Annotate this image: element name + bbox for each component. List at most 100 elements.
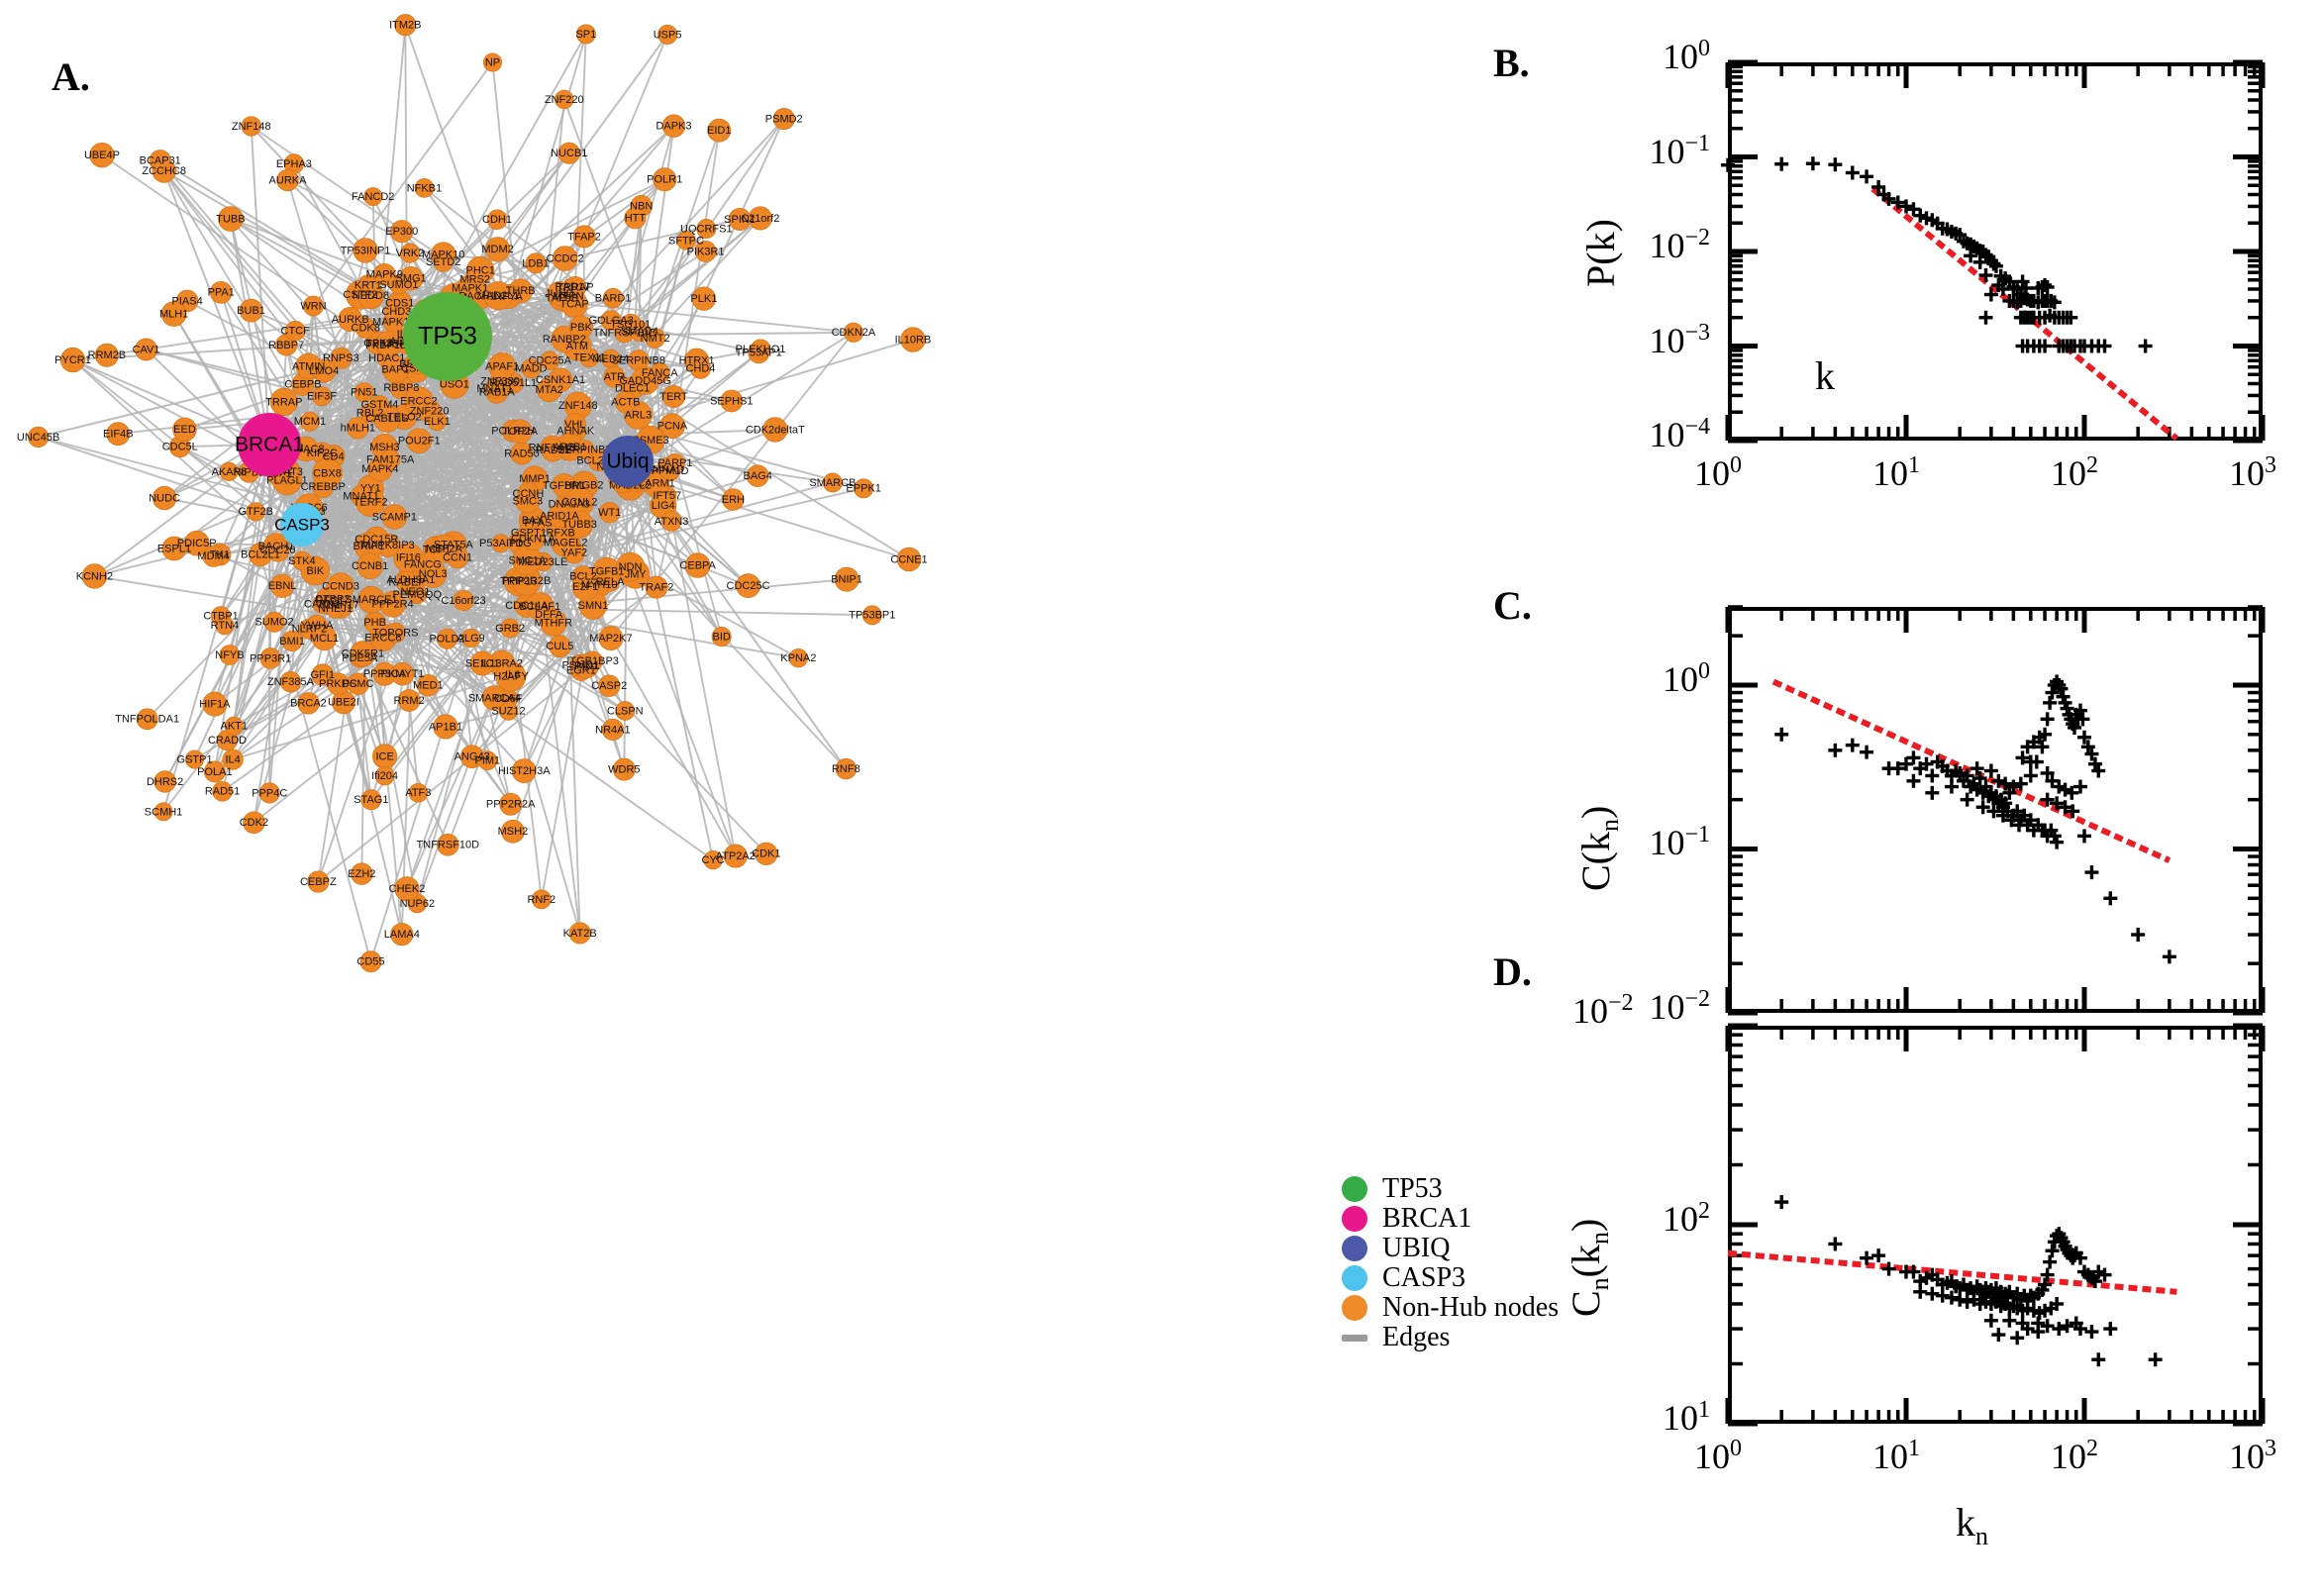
network-node[interactable] [720, 389, 744, 413]
network-node[interactable] [653, 167, 677, 192]
network-node[interactable] [515, 488, 541, 514]
network-node[interactable] [384, 622, 406, 644]
network-node[interactable] [258, 782, 280, 804]
network-node[interactable] [854, 478, 874, 499]
network-node[interactable] [397, 689, 421, 712]
network-node[interactable] [436, 628, 458, 649]
network-node[interactable] [495, 660, 527, 692]
network-node[interactable] [665, 452, 685, 473]
network-node[interactable] [563, 275, 587, 299]
network-node[interactable] [246, 502, 265, 522]
network-node[interactable] [482, 52, 503, 72]
network-node[interactable] [259, 648, 281, 669]
network-node[interactable] [466, 255, 495, 284]
network-node[interactable] [325, 598, 346, 619]
network-node[interactable] [660, 511, 682, 532]
network-node[interactable] [81, 563, 108, 589]
network-node[interactable] [541, 438, 565, 462]
network-node[interactable] [555, 89, 574, 110]
network-node[interactable] [390, 662, 415, 686]
network-node[interactable] [27, 426, 50, 448]
network-node[interactable] [312, 386, 332, 407]
network-node[interactable] [357, 585, 385, 614]
network-node[interactable] [338, 307, 363, 332]
network-node[interactable] [350, 485, 372, 507]
network-node[interactable] [59, 347, 86, 373]
network-node[interactable] [404, 386, 434, 416]
network-node[interactable] [433, 714, 458, 740]
network-node[interactable] [552, 246, 578, 271]
network-node[interactable] [676, 231, 696, 250]
network-node[interactable] [222, 748, 244, 770]
network-node[interactable] [615, 551, 646, 582]
network-node[interactable] [788, 648, 809, 668]
network-node[interactable] [209, 280, 233, 304]
network-node[interactable] [224, 716, 244, 736]
network-node[interactable] [153, 802, 173, 822]
network-node[interactable] [295, 352, 322, 380]
network-node[interactable] [297, 692, 320, 715]
network-node[interactable] [372, 262, 396, 286]
network-node[interactable] [574, 440, 595, 459]
network-node[interactable] [843, 322, 863, 343]
network-node[interactable] [359, 950, 382, 973]
network-node[interactable] [350, 641, 376, 667]
network-node[interactable] [353, 238, 378, 263]
network-node[interactable] [540, 350, 559, 370]
network-node[interactable] [263, 611, 285, 633]
network-node[interactable] [614, 391, 637, 414]
network-node[interactable] [549, 635, 571, 658]
network-node[interactable] [363, 187, 383, 207]
network-node[interactable] [562, 541, 586, 564]
network-node[interactable] [612, 757, 636, 781]
network-node[interactable] [531, 889, 552, 910]
network-node[interactable] [427, 411, 448, 432]
network-node[interactable] [453, 589, 474, 612]
network-node[interactable] [430, 534, 458, 563]
network-node[interactable] [521, 526, 546, 551]
network-node[interactable] [684, 552, 711, 578]
network-node[interactable] [152, 485, 177, 511]
network-node[interactable] [501, 819, 525, 844]
network-node[interactable] [598, 626, 624, 651]
network-node[interactable] [662, 385, 685, 408]
network-node[interactable] [746, 464, 769, 487]
network-node[interactable] [360, 789, 382, 811]
network-node[interactable] [356, 552, 384, 580]
network-node[interactable] [691, 286, 717, 311]
network-node[interactable] [202, 691, 228, 717]
network-node[interactable] [135, 338, 158, 361]
network-node[interactable] [281, 630, 303, 652]
network-node[interactable] [750, 339, 771, 360]
network-node[interactable] [620, 313, 642, 336]
network-node[interactable] [659, 413, 685, 440]
network-node[interactable] [762, 417, 788, 443]
network-node[interactable] [394, 876, 420, 902]
network-node[interactable] [215, 616, 235, 636]
network-node[interactable] [488, 352, 517, 380]
network-node[interactable] [600, 571, 621, 592]
network-node[interactable] [563, 413, 586, 436]
network-node[interactable] [185, 749, 205, 769]
network-node[interactable] [461, 628, 481, 648]
network-node[interactable] [469, 650, 495, 676]
network-node[interactable] [307, 870, 330, 893]
network-node[interactable] [565, 510, 594, 539]
network-node[interactable] [400, 243, 420, 263]
network-node[interactable] [327, 672, 350, 696]
network-node[interactable] [347, 417, 369, 440]
network-node[interactable] [219, 645, 241, 665]
network-node[interactable] [243, 811, 265, 835]
network-node[interactable] [477, 750, 498, 771]
network-node[interactable] [351, 862, 373, 885]
network-node[interactable] [498, 701, 519, 721]
network-node[interactable] [711, 627, 732, 648]
network-node[interactable] [900, 327, 926, 352]
network-node[interactable] [395, 570, 419, 594]
network-node[interactable] [153, 770, 176, 793]
network-node[interactable] [525, 252, 547, 274]
network-node[interactable] [694, 241, 717, 262]
network-node[interactable] [728, 208, 752, 231]
network-node[interactable] [557, 142, 580, 164]
network-node[interactable] [499, 792, 523, 816]
